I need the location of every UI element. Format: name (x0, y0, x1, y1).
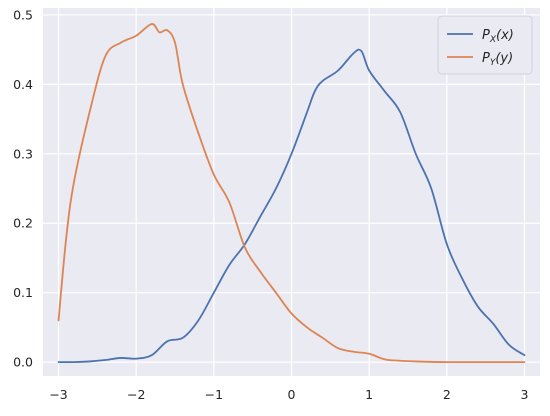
x-tick-label: −3 (49, 387, 67, 402)
y-tick-label: 0.0 (13, 355, 33, 370)
series-lines (57, 23, 526, 364)
y-tick-label: 0.2 (13, 216, 33, 231)
legend-label: PX(x) (482, 28, 514, 45)
y-tick-label: 0.5 (13, 7, 33, 22)
x-tick-label: −1 (205, 387, 223, 402)
y-tick-label: 0.1 (13, 285, 33, 300)
legend-label: PY(y) (482, 51, 513, 68)
x-tick-label: 1 (365, 387, 373, 402)
y-tick-label: 0.4 (13, 77, 33, 92)
y-tick-label: 0.3 (13, 146, 33, 161)
x-tick-label: 0 (288, 387, 296, 402)
series-line-y (57, 23, 526, 364)
legend: PX(x) PY(y) (437, 15, 533, 75)
x-tick-label: −2 (127, 387, 145, 402)
tick-labels: −3 −2 −1 0 1 2 3 0.0 0.1 0.2 0.3 0.4 0.5 (13, 7, 528, 402)
x-tick-label: 3 (520, 387, 528, 402)
series-line-x (57, 48, 526, 364)
x-tick-label: 2 (443, 387, 451, 402)
legend-box (437, 15, 533, 75)
